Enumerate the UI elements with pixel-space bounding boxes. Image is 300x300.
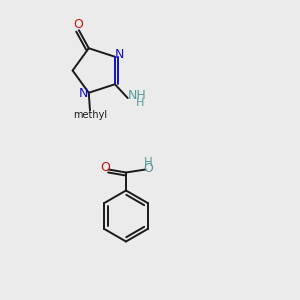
Text: N: N <box>79 88 88 100</box>
Text: N: N <box>115 48 124 62</box>
Text: NH: NH <box>127 88 146 102</box>
Text: O: O <box>73 18 83 31</box>
Text: O: O <box>101 161 110 174</box>
Text: H: H <box>136 98 144 108</box>
Text: H: H <box>143 156 152 170</box>
Text: methyl: methyl <box>73 110 107 120</box>
Text: O: O <box>144 162 153 176</box>
